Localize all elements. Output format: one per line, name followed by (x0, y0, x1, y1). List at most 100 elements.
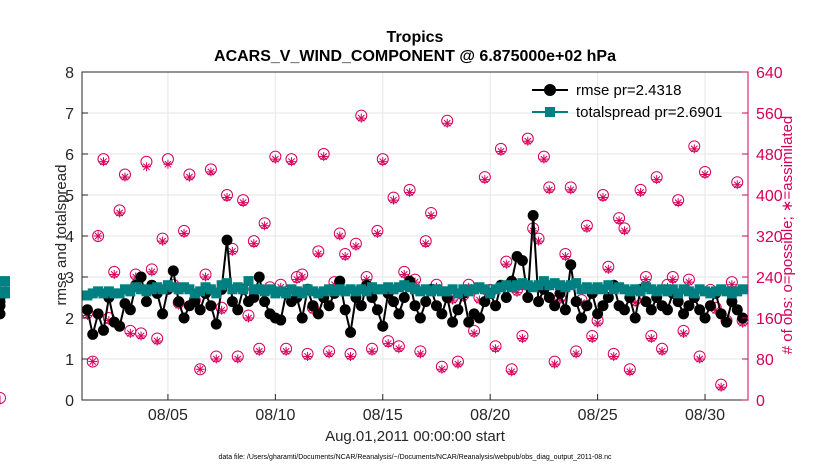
totalspread-point (286, 284, 297, 295)
rmse-point (479, 296, 491, 308)
obs-assimilated-point (383, 339, 393, 349)
totalspread-point (393, 282, 404, 293)
rmse-point (312, 308, 324, 320)
obs-assimilated-point (571, 349, 581, 359)
totalspread-point (0, 286, 10, 297)
totalspread-point (270, 288, 281, 299)
totalspread-point (329, 286, 340, 297)
totalspread-point (485, 288, 496, 299)
obs-assimilated-point (426, 211, 436, 220)
y-right-tick-label: 560 (756, 106, 783, 123)
obs-assimilated-point (286, 157, 296, 167)
obs-assimilated-point (636, 187, 646, 197)
obs-possible-point (194, 363, 207, 376)
totalspread-point (125, 286, 136, 297)
totalspread-point (689, 288, 700, 299)
rmse-point (473, 312, 485, 324)
obs-assimilated-point (244, 313, 253, 323)
totalspread-point (324, 284, 335, 295)
obs-assimilated-point (394, 344, 404, 354)
rmse-point (167, 265, 179, 277)
obs-assimilated-point (378, 157, 388, 167)
obs-assimilated-point (732, 180, 742, 190)
totalspread-point (211, 288, 222, 299)
rmse-point (436, 308, 448, 320)
totalspread-point (189, 288, 200, 299)
rmse-point (0, 308, 6, 320)
totalspread-point (82, 290, 93, 301)
rmse-point (559, 304, 571, 316)
rmse-point (135, 271, 147, 283)
obs-assimilated-point (695, 354, 705, 364)
totalspread-point (109, 288, 120, 299)
obs-assimilated-point (679, 328, 689, 338)
totalspread-point (356, 284, 367, 295)
totalspread-point (544, 280, 555, 291)
rmse-point (173, 296, 185, 308)
totalspread-point (737, 284, 748, 295)
rmse-point (581, 300, 593, 312)
totalspread-point (410, 284, 420, 295)
obs-assimilated-point (587, 334, 597, 343)
rmse-point (398, 292, 410, 303)
obs-assimilated-point (716, 382, 726, 392)
y-right-tick-label: 400 (756, 188, 783, 205)
obs-assimilated-point (227, 246, 237, 256)
totalspread-point (710, 286, 721, 297)
obs-assimilated-point (238, 198, 248, 208)
y-tick-label: 3 (65, 270, 74, 287)
obs-assimilated-point (415, 349, 425, 359)
obs-possible-point (86, 355, 99, 368)
rmse-point (726, 296, 738, 308)
obs-assimilated-point (619, 226, 629, 236)
obs-assimilated-point (136, 331, 146, 341)
rmse-point (140, 296, 152, 308)
totalspread-point (624, 286, 635, 297)
rmse-point (205, 300, 217, 312)
totalspread-point (152, 282, 163, 293)
totalspread-point (114, 288, 125, 299)
totalspread-point (726, 288, 737, 299)
plot-area (0, 71, 749, 405)
totalspread-point (205, 284, 216, 295)
rmse-point (371, 304, 383, 316)
obs-assimilated-point (125, 328, 135, 338)
obs-assimilated-point (206, 167, 216, 177)
totalspread-point (560, 282, 571, 293)
rmse-point (640, 296, 652, 308)
obs-assimilated-point (211, 354, 221, 364)
totalspread-point (340, 286, 351, 297)
totalspread-point (587, 284, 598, 295)
obs-assimilated-point (120, 172, 130, 182)
legend: rmse pr=2.4318 totalspread pr=2.6901 (532, 82, 722, 121)
obs-assimilated-point (684, 277, 694, 287)
obs-assimilated-point (469, 328, 479, 338)
totalspread-point (512, 280, 523, 291)
chart-title: Tropics (387, 29, 444, 46)
totalspread-point (334, 284, 345, 295)
totalspread-point (157, 284, 168, 295)
totalspread-point (377, 284, 388, 295)
obs-assimilated-point (652, 175, 662, 185)
rmse-point (114, 320, 126, 332)
rmse-point (661, 304, 673, 316)
totalspread-point (254, 284, 265, 295)
obs-assimilated-point (367, 346, 377, 356)
totalspread-point (721, 286, 732, 297)
x-tick-label: 08/05 (148, 407, 188, 424)
obs-assimilated-point (201, 272, 211, 282)
obs-assimilated-point (115, 208, 125, 218)
obs-assimilated-point (93, 231, 103, 241)
totalspread-point (673, 288, 684, 299)
totalspread-point (184, 284, 195, 295)
obs-assimilated-point (593, 318, 603, 328)
obs-assimilated-point (222, 193, 232, 203)
rmse-point (296, 312, 308, 324)
x-tick-label: 08/25 (578, 407, 618, 424)
obs-assimilated-point (88, 357, 98, 367)
obs-assimilated-point (297, 272, 307, 282)
totalspread-point (141, 286, 152, 297)
rmse-point (307, 300, 319, 312)
obs-assimilated-point (582, 223, 592, 233)
totalspread-point (528, 282, 539, 293)
